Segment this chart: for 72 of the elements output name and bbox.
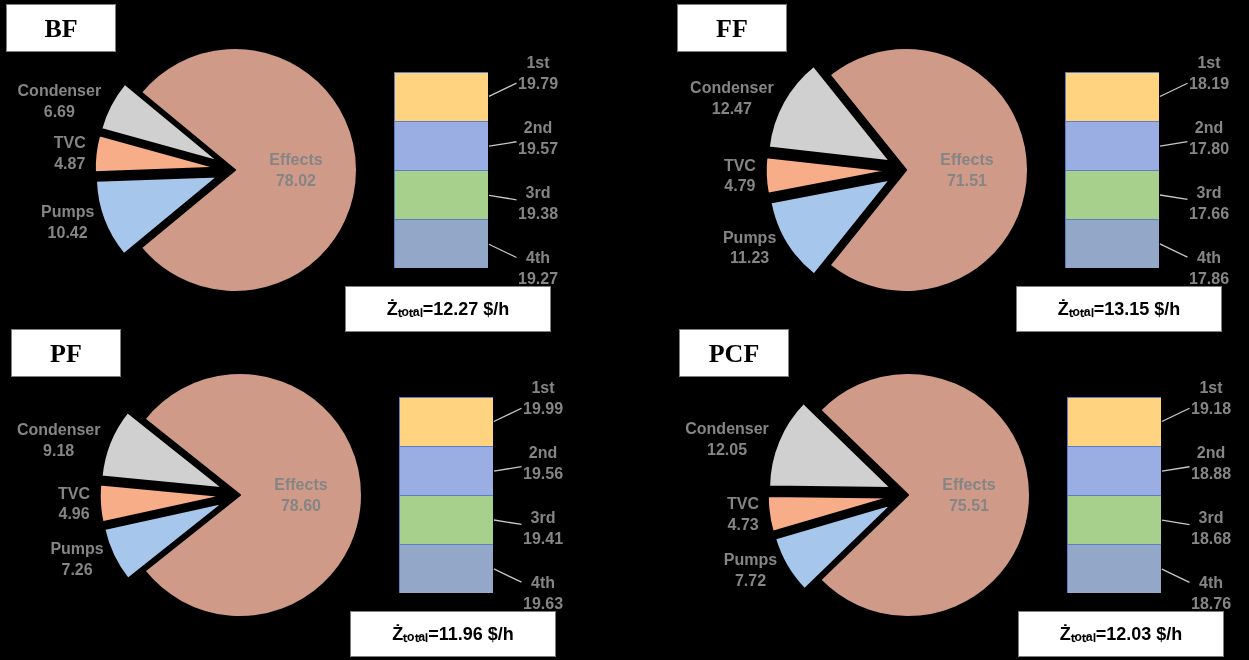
data-label: 75.51 — [948, 496, 990, 514]
text: 3rd — [1196, 184, 1222, 201]
text: Żₜₒₜₐₗ=12.27 $/h — [386, 299, 510, 319]
slice-label: Pumps — [722, 228, 777, 246]
text: 1st — [526, 54, 551, 71]
data-label: 19.27 — [518, 269, 559, 287]
text: 4th — [531, 574, 556, 591]
data-label: 4.87 — [54, 155, 86, 173]
data-label: 19.18 — [1191, 399, 1232, 417]
data-label: 18.76 — [1191, 594, 1232, 612]
text: 3rd — [530, 509, 556, 526]
slice-label: Condenser — [17, 82, 102, 100]
slice-label: TVC — [58, 484, 91, 502]
data-label: 19.38 — [518, 204, 559, 222]
data-label: 10.42 — [47, 224, 88, 242]
data-label: 9.18 — [43, 441, 75, 459]
slice-label: TVC — [723, 156, 757, 174]
text: Żₜₒₜₐₗ=12.03 $/h — [1059, 624, 1183, 644]
slice-label: Pumps — [40, 203, 95, 221]
data-label: 19.41 — [523, 529, 564, 547]
data-label: 19.63 — [523, 594, 564, 612]
text: Żₜₒₜₐₗ=13.15 $/h — [1057, 299, 1181, 319]
data-label: 4.73 — [727, 516, 759, 534]
chart-title: PCF — [708, 338, 760, 368]
slice-label: TVC — [727, 495, 760, 513]
text: 1st — [531, 379, 556, 396]
text: 4th — [1199, 574, 1224, 591]
text: 3rd — [1198, 509, 1224, 526]
data-label: 19.99 — [523, 399, 564, 417]
slice-label: Effects — [942, 476, 996, 494]
slice-label: Effects — [269, 151, 323, 169]
slice-label: TVC — [53, 134, 87, 152]
slice-label: Pumps — [723, 551, 778, 569]
data-label: 4.96 — [58, 505, 90, 523]
text: 2nd — [528, 444, 558, 461]
slice-label: Effects — [940, 151, 994, 169]
text: 3rd — [525, 184, 551, 201]
slice-label: Effects — [274, 476, 328, 494]
data-label: 19.56 — [523, 464, 564, 482]
data-label: 78.02 — [275, 171, 317, 189]
slice-label: Pumps — [50, 539, 104, 557]
data-label: 17.66 — [1189, 204, 1230, 222]
data-label: 4.79 — [724, 177, 756, 195]
data-label: 18.68 — [1191, 529, 1232, 547]
data-label: 7.26 — [61, 560, 93, 578]
chart-title: BF — [44, 13, 78, 43]
data-label: 11.23 — [730, 249, 770, 267]
data-label: 18.19 — [1189, 74, 1230, 92]
data-label: 19.57 — [518, 139, 559, 157]
text: 4th — [1197, 249, 1222, 266]
text: 1st — [1199, 379, 1224, 396]
chart-title: PF — [50, 338, 82, 368]
data-label: 17.80 — [1189, 139, 1230, 157]
data-label: 7.72 — [734, 572, 767, 590]
text: 2nd — [523, 119, 553, 136]
chart-title: FF — [716, 13, 748, 43]
data-label: 12.47 — [711, 99, 752, 117]
data-label: 12.05 — [707, 440, 748, 458]
data-label: 6.69 — [43, 103, 76, 121]
text: 4th — [526, 249, 551, 266]
data-label: 78.60 — [280, 496, 322, 514]
data-label: 18.88 — [1191, 464, 1232, 482]
data-label: 19.79 — [518, 74, 559, 92]
slice-label: Condenser — [690, 79, 774, 97]
slice-label: Condenser — [16, 420, 101, 438]
data-label: 71.51 — [946, 171, 988, 189]
data-label: 17.86 — [1189, 269, 1230, 287]
text: 2nd — [1194, 119, 1224, 136]
text: 2nd — [1196, 444, 1226, 461]
text: Żₜₒₜₐₗ=11.96 $/h — [392, 624, 514, 644]
text: 1st — [1197, 54, 1222, 71]
slice-label: Condenser — [685, 419, 769, 437]
